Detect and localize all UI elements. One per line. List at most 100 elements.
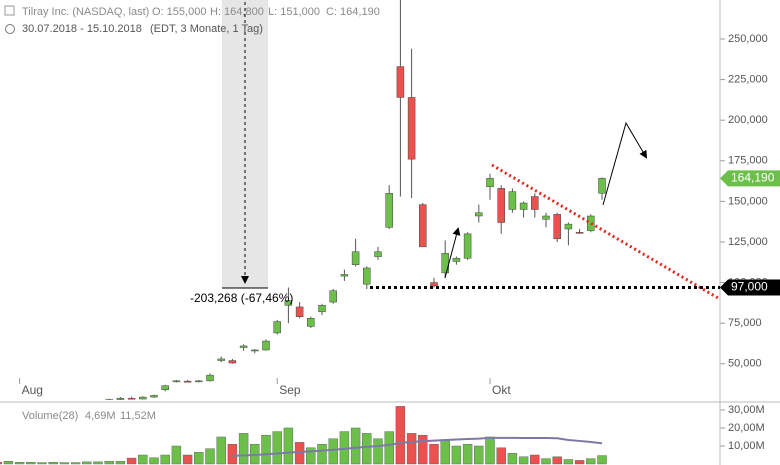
volume-bar (59, 462, 70, 465)
volume-bar (541, 458, 551, 465)
candle-body (5, 409, 12, 410)
y-tick-label: 200,000 (728, 114, 768, 126)
volume-bar (238, 433, 249, 465)
x-tick-label: Aug (22, 383, 43, 397)
volume-bar (37, 462, 47, 465)
volume-bar (149, 457, 159, 465)
candle-body (228, 360, 237, 364)
volume-bar (26, 461, 36, 465)
date-range: 30.07.2018 - 15.10.2018 (22, 23, 142, 35)
y-tick-label: 250,000 (728, 33, 768, 45)
quote-value: L: 151,000 (268, 6, 320, 18)
volume-bar (126, 457, 137, 465)
volume-bar (317, 443, 327, 465)
y-tick-label: 175,000 (728, 155, 768, 167)
volume-bar (261, 434, 271, 465)
volume-bar (586, 458, 596, 465)
volume-bar (283, 427, 294, 465)
volume-bar (485, 436, 495, 465)
volume-bar (474, 445, 484, 465)
y-tick-label: 10,00M (728, 440, 765, 452)
volume-bar (294, 442, 305, 465)
volume-bar (350, 427, 361, 465)
y-tick-label: 75,000 (728, 317, 762, 329)
candle-body (407, 97, 416, 160)
volume-bar (194, 452, 204, 465)
candle-body (172, 380, 181, 383)
measure-band (222, 0, 268, 288)
volume-bar (418, 434, 428, 465)
volume-bar (3, 461, 14, 465)
candle-body (531, 196, 539, 210)
volume-bar (306, 447, 316, 465)
candle-body (351, 251, 360, 265)
candle-body (553, 214, 561, 239)
candle-body (575, 231, 584, 234)
volume-bar (563, 459, 574, 465)
volume-bar (507, 452, 518, 465)
moving-average (232, 436, 603, 457)
candle-body (318, 305, 326, 313)
price-tag (720, 170, 780, 187)
trend-line (491, 163, 719, 300)
drawn-arrow (602, 121, 648, 206)
candle-body (217, 358, 225, 361)
candle-body (116, 397, 125, 400)
volume-bar (182, 454, 193, 465)
volume-bar (171, 445, 182, 465)
volume-bar (518, 456, 529, 465)
candle-body (50, 406, 57, 407)
candle-body (519, 202, 528, 210)
volume-bar (14, 461, 25, 465)
price-tag-label: 164,190 (731, 171, 775, 185)
period: (EDT, 3 Monate, 1 Tag) (150, 23, 263, 35)
volume-bar (384, 431, 394, 465)
volume-bar (82, 461, 92, 465)
volume-bar (104, 461, 114, 465)
quote-value: H: 164,800 (210, 6, 264, 18)
volume-legend-value: 11,52M (120, 410, 156, 422)
candle-body (183, 380, 192, 383)
y-tick-label: 20,00M (728, 422, 765, 434)
annotation: -203,268 (-67,46%) (190, 291, 293, 305)
candle-body (598, 178, 606, 194)
quote-value: C: 164,190 (326, 6, 380, 18)
candle-body (430, 282, 438, 287)
volume-bar (362, 433, 372, 465)
candle-body (363, 267, 371, 285)
candle-body (0, 409, 1, 410)
candle-body (150, 395, 158, 398)
volume-bar (574, 460, 585, 465)
volume-bar (597, 455, 607, 465)
volume-bar (373, 438, 383, 465)
volume-bar (93, 461, 103, 465)
candle-body (497, 188, 505, 223)
candle-body (542, 215, 550, 220)
volume-bar (451, 445, 462, 465)
candle-body (206, 374, 214, 382)
candle-body (83, 404, 90, 405)
axes: 50,00075,000100,000125,000150,000175,000… (19, 33, 768, 452)
candle-body (307, 318, 315, 327)
candle-body (105, 399, 113, 400)
candle-body (195, 380, 203, 383)
chart-title: Tilray Inc. (NASDAQ, last) (22, 6, 149, 18)
level-tag (720, 279, 780, 296)
candle-body (251, 349, 259, 352)
volume-bar (496, 447, 506, 465)
candle-body (374, 251, 382, 257)
volume-bar (0, 461, 2, 465)
candle-body (61, 406, 68, 407)
candle-body (385, 193, 393, 228)
quote-value: O: 155,000 (152, 6, 206, 18)
volume-bar (138, 454, 148, 465)
candle-body (486, 178, 494, 188)
volume-bar (115, 461, 126, 465)
y-tick-label: 50,000 (728, 358, 762, 370)
volume-bar (406, 433, 417, 465)
candle-body (452, 257, 461, 262)
candle-body (419, 204, 427, 248)
y-tick-label: 225,000 (728, 73, 768, 85)
candle-body (273, 321, 281, 334)
candle-body (463, 233, 472, 259)
